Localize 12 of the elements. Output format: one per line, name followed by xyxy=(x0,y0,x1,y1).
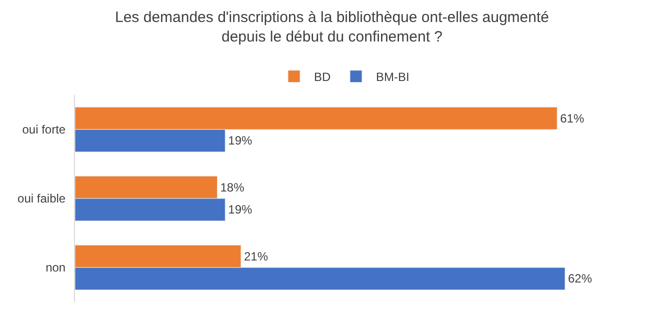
chart-title: Les demandes d'inscriptions à la bibliothèque ont-elles augmenté depuis le début du confinement ? xyxy=(115,8,549,46)
data-label: 61% xyxy=(560,111,584,126)
data-label: 18% xyxy=(220,180,245,194)
data-label: 21% xyxy=(244,249,268,264)
legend-label: BD xyxy=(314,70,332,84)
y-tick-label: oui forte xyxy=(22,122,66,137)
data-label: 19% xyxy=(228,134,253,148)
y-tick-label: non xyxy=(46,260,66,275)
data-label: 19% xyxy=(228,202,253,217)
data-label: 62% xyxy=(568,272,592,286)
y-tick-label: oui faible xyxy=(18,192,66,206)
legend-label: BM-BI xyxy=(376,70,410,84)
